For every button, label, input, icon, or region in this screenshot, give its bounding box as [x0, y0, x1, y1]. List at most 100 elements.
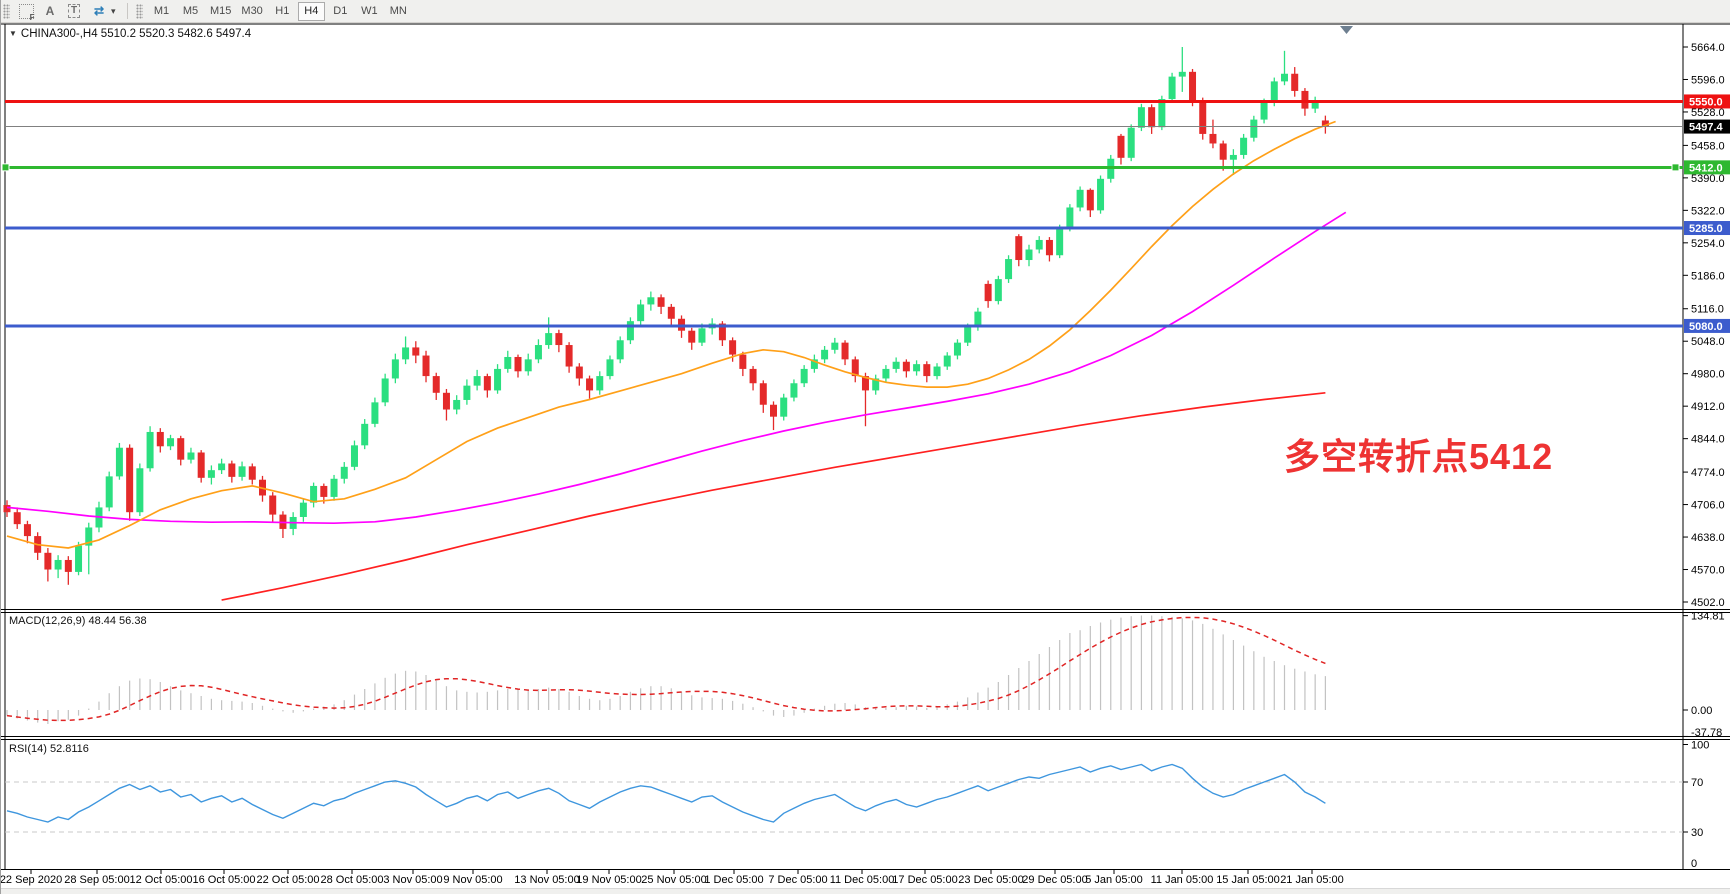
hlines-layer[interactable]: 5550.0 5497.4 5412.0 5285.0 5080.0: [1, 94, 1730, 333]
svg-text:15 Jan 05:00: 15 Jan 05:00: [1216, 874, 1280, 886]
candle: [943, 355, 951, 367]
candle: [984, 283, 992, 302]
candle: [1301, 90, 1309, 109]
candle: [933, 366, 941, 377]
candle: [136, 468, 144, 513]
timeframe-drag-handle[interactable]: [136, 3, 143, 19]
date-axis-layer[interactable]: 22 Sep 2020 28 Sep 05:00 12 Oct 05:00 16 Oc…: [1, 869, 1344, 887]
candle: [64, 559, 72, 572]
candle: [565, 345, 573, 367]
timeframe-m15-button[interactable]: M15: [206, 2, 235, 21]
candle: [1240, 137, 1248, 155]
candle: [350, 445, 358, 467]
candle: [637, 304, 645, 322]
candle: [1229, 154, 1237, 160]
candle: [902, 361, 910, 372]
candle: [555, 333, 563, 346]
candle: [626, 321, 634, 341]
candle: [1219, 143, 1227, 160]
candle: [545, 333, 553, 346]
ma-mid-magenta-layer: [6, 211, 1347, 525]
svg-text:28 Oct 05:00: 28 Oct 05:00: [321, 874, 384, 886]
candle: [340, 466, 348, 479]
candle: [524, 359, 532, 372]
timeframe-w1-button[interactable]: W1: [356, 2, 383, 21]
svg-text:5186.0: 5186.0: [1691, 270, 1725, 282]
text-a-icon[interactable]: A: [45, 4, 55, 18]
svg-text:5322.0: 5322.0: [1691, 205, 1725, 217]
grid-f-icon[interactable]: F: [15, 2, 37, 22]
symbol-collapse-arrow-icon[interactable]: ▼: [9, 29, 17, 38]
candle: [187, 452, 195, 460]
candle: [1158, 99, 1166, 128]
svg-text:5596.0: 5596.0: [1691, 74, 1725, 86]
hline-handle[interactable]: [1671, 163, 1680, 172]
toolbar-separator: [127, 3, 128, 19]
svg-text:17 Dec 05:00: 17 Dec 05:00: [892, 874, 957, 886]
svg-text:5664.0: 5664.0: [1691, 42, 1725, 54]
macd-histogram-layer[interactable]: [6, 615, 1326, 725]
candle: [269, 495, 277, 515]
candle: [310, 485, 318, 503]
candle: [759, 383, 767, 405]
candle: [320, 485, 328, 497]
candle: [1199, 100, 1207, 134]
rsi-line-layer[interactable]: [6, 763, 1326, 823]
price-axis-layer[interactable]: 5664.0 5596.0 5528.0 5458.0 5390.0 5322.0 5254…: [1683, 42, 1725, 609]
candle: [606, 359, 614, 377]
caret-down-icon[interactable]: ▾: [111, 5, 116, 16]
svg-text:4912.0: 4912.0: [1691, 401, 1725, 413]
timeframe-m5-button[interactable]: M5: [177, 2, 204, 21]
toolbar-drag-handle[interactable]: [3, 3, 10, 19]
hline-handle[interactable]: [1, 163, 10, 172]
price-badge: [1684, 94, 1730, 109]
candle: [422, 355, 430, 377]
svg-text:4706.0: 4706.0: [1691, 500, 1725, 512]
candle: [872, 378, 880, 391]
svg-text:4980.0: 4980.0: [1691, 369, 1725, 381]
candle: [923, 364, 931, 377]
svg-text:21 Jan 05:00: 21 Jan 05:00: [1280, 874, 1344, 886]
svg-text:0: 0: [1691, 858, 1697, 870]
candle: [504, 356, 512, 369]
candle: [575, 366, 583, 379]
turning-point-annotation[interactable]: 多空转折点5412: [1284, 436, 1554, 477]
timeframe-h4-button[interactable]: H4: [297, 1, 325, 21]
macd-signal-layer: [6, 616, 1326, 722]
candle: [1260, 102, 1268, 120]
candle: [1025, 249, 1033, 261]
candle: [3, 505, 11, 513]
timeframe-h1-button[interactable]: H1: [269, 2, 296, 21]
candle: [1035, 239, 1043, 250]
candle: [739, 354, 747, 369]
candle: [688, 330, 696, 343]
candle: [391, 359, 399, 379]
text-t-icon[interactable]: T: [63, 2, 85, 21]
candle: [1086, 189, 1094, 211]
svg-text:19 Nov 05:00: 19 Nov 05:00: [576, 874, 641, 886]
svg-text:70: 70: [1691, 777, 1703, 789]
candle: [330, 478, 338, 497]
candle: [115, 447, 123, 477]
timeframe-m30-button[interactable]: M30: [237, 2, 266, 21]
candle: [892, 361, 900, 369]
candle: [861, 376, 869, 391]
svg-text:4502.0: 4502.0: [1691, 597, 1725, 609]
timeframe-m1-button[interactable]: M1: [148, 2, 175, 21]
svg-text:5412.0: 5412.0: [1689, 162, 1723, 174]
candle: [1056, 228, 1064, 256]
indicator-levels-layer: [5, 781, 1683, 833]
candles-layer[interactable]: [3, 47, 1329, 585]
candle: [494, 368, 502, 391]
candle: [238, 466, 246, 477]
candle: [647, 297, 655, 305]
timeframe-mn-button[interactable]: MN: [385, 2, 412, 21]
price-badge: [1684, 221, 1730, 236]
candle: [749, 368, 757, 384]
svg-text:23 Dec 05:00: 23 Dec 05:00: [958, 874, 1023, 886]
timeframe-d1-button[interactable]: D1: [327, 2, 354, 21]
swap-arrows-icon[interactable]: ⇄: [93, 4, 104, 18]
